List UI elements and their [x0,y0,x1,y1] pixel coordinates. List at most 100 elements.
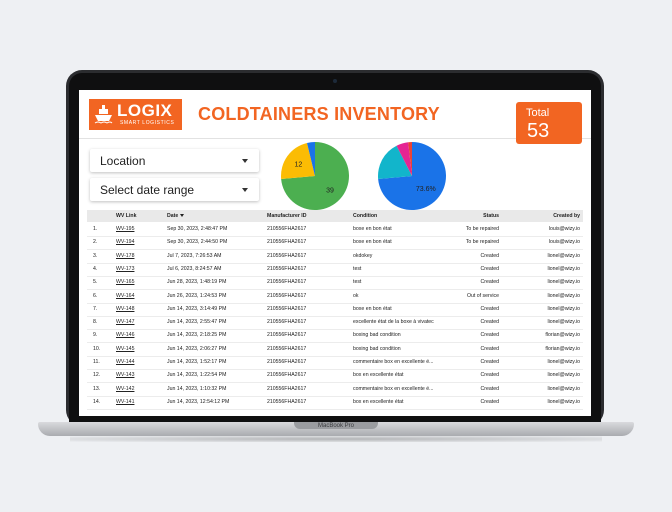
row-manufacturer-id: 210556FHA2617 [267,319,307,326]
row-manufacturer-id: 210556FHA2617 [267,359,307,365]
pie-slice[interactable] [281,142,315,180]
row-number: 7. [93,305,98,312]
row-date: Jul 6, 2023, 8:24:57 AM [167,265,222,272]
pie-slice[interactable] [378,142,446,210]
header-wv-link[interactable]: WV Link [116,213,137,219]
row-created-by: lionel@wizy.io [547,292,580,299]
row-number: 6. [93,292,98,299]
pie-slice[interactable] [396,142,412,176]
row-date: Jun 14, 2023, 12:54:12 PM [167,398,230,405]
wv-link[interactable]: WV-164 [116,292,135,299]
header-created-by[interactable]: Created by [553,213,580,219]
row-condition: commentaire box en excellente é... [353,359,434,365]
row-date: Jun 26, 2023, 1:24:53 PM [167,292,227,299]
row-status: To be repaired [465,239,499,246]
row-status: Created [480,252,499,259]
device-label: MacBook Pro [317,423,354,429]
row-status: Created [480,279,499,286]
row-condition: excellente état de la boxe à vivatec [353,319,434,326]
wv-link[interactable]: WV-147 [116,319,135,326]
row-manufacturer-id: 210556FHA2617 [267,292,307,299]
row-condition: boxe en bon état [353,239,392,246]
wv-link[interactable]: WV-145 [116,345,135,352]
row-condition: commentaire box en excellente é... [353,385,434,392]
row-created-by: lionel@wizy.io [547,385,580,392]
wv-link[interactable]: WV-142 [116,385,135,392]
pie-slice-label: 12 [295,162,303,169]
header-manufacturer[interactable]: Manufacturer ID [267,213,307,219]
wv-link[interactable]: WV-146 [116,332,135,339]
row-date: Jun 14, 2023, 2:55:47 PM [167,319,227,326]
header-condition[interactable]: Condition [353,213,378,219]
date-range-filter[interactable]: Select date range [90,178,259,201]
row-number: 12. [93,372,101,379]
wv-link[interactable]: WV-165 [116,279,135,286]
row-manufacturer-id: 210556FHA2617 [267,279,307,286]
row-condition: okdokey [353,252,373,259]
header-date[interactable]: Date [167,210,263,222]
wv-link[interactable]: WV-194 [116,239,135,246]
row-manufacturer-id: 210556FHA2617 [267,239,307,246]
header-date-label: Date [167,213,179,219]
row-date: Jun 14, 2023, 1:10:32 PM [167,385,227,392]
pie-slice[interactable] [378,145,412,179]
laptop-base [38,422,634,436]
wv-link[interactable]: WV-173 [116,265,135,272]
row-created-by: lionel@wizy.io [547,319,580,326]
row-number: 11. [93,359,100,365]
row-condition: test [353,265,362,272]
table-row: 8. WV-147 Jun 14, 2023, 2:55:47 PM 210556FH… [87,316,583,331]
table-row: 12. WV-143 Jun 14, 2023, 1:22:54 PM 210556F… [87,369,583,384]
date-range-filter-label: Select date range [100,183,195,197]
row-date: Jun 14, 2023, 1:52:17 PM [167,359,227,365]
row-status: Created [480,372,499,379]
row-condition: boxe en bon état [353,305,392,312]
row-number: 5. [93,279,98,286]
table-row: 13. WV-142 Jun 14, 2023, 1:10:32 PM 210556F… [87,383,583,397]
wv-link[interactable]: WV-148 [116,305,135,312]
logo-text: LOGIX [117,101,173,120]
row-condition: box en excellente état [353,398,404,405]
table-row: 11. WV-144 Jun 14, 2023, 1:52:17 PM 210556F… [87,356,583,370]
row-condition: boxing bad condition [353,332,401,339]
table-row: 10. WV-145 Jun 14, 2023, 2:06:27 PM 210556F… [87,343,583,357]
row-created-by: lionel@wizy.io [547,359,580,365]
header-status[interactable]: Status [483,213,499,219]
row-status: Created [480,385,499,392]
table-row: 1. WV-195 Sep 30, 2023, 2:48:47 PM 210556FH… [87,223,583,237]
row-date: Jun 14, 2023, 2:06:27 PM [167,345,227,352]
row-date: Jun 28, 2023, 1:48:19 PM [167,279,227,286]
total-scorecard: Total 53 [516,102,582,144]
pie-slice[interactable] [307,142,315,176]
logo: LOGIX SMART LOGISTICS [89,99,182,130]
pie-slice[interactable] [281,142,349,210]
row-date: Jul 7, 2023, 7:26:53 AM [167,252,222,259]
row-created-by: florian@wizy.io [545,345,580,352]
row-status: Created [480,359,499,365]
row-manufacturer-id: 210556FHA2617 [267,305,307,312]
row-created-by: lionel@wizy.io [547,279,580,286]
wv-link[interactable]: WV-141 [116,398,135,405]
wv-link[interactable]: WV-144 [116,359,135,365]
row-status: Created [480,345,499,352]
row-number: 3. [93,252,98,259]
table-row: 7. WV-148 Jun 14, 2023, 3:14:49 PM 210556FH… [87,303,583,317]
wv-link[interactable]: WV-178 [116,252,135,259]
row-created-by: lionel@wizy.io [547,265,580,272]
row-status: Created [480,332,499,339]
page-title: COLDTAINERS INVENTORY [198,104,440,124]
row-date: Sep 30, 2023, 2:44:50 PM [167,239,228,246]
table-row: 5. WV-165 Jun 28, 2023, 1:48:19 PM 210556FH… [87,276,583,291]
location-filter[interactable]: Location [90,149,259,172]
row-manufacturer-id: 210556FHA2617 [267,385,307,392]
row-created-by: florian@wizy.io [545,332,580,339]
logo-subtitle: SMART LOGISTICS [120,120,175,126]
wv-link[interactable]: WV-143 [116,372,135,379]
wv-link[interactable]: WV-195 [116,226,135,232]
row-number: 9. [93,332,98,339]
laptop-notch [294,422,378,429]
pie-slice[interactable] [408,142,412,176]
row-manufacturer-id: 210556FHA2617 [267,372,307,379]
row-number: 14. [93,398,101,405]
row-manufacturer-id: 210556FHA2617 [267,398,307,405]
